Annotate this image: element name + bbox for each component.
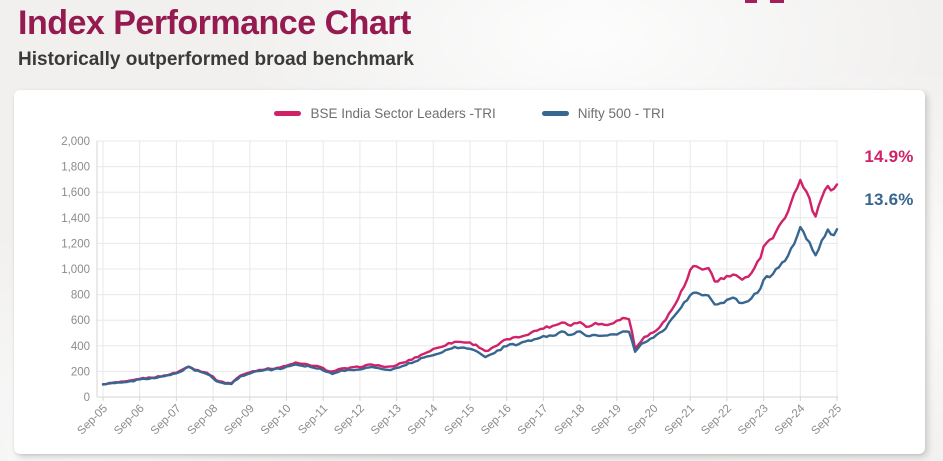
chart-canvas: 0 200 400 600 800 1,000 1,200 1,400 1,600 1,800 2,…: [61, 136, 844, 437]
y-tick-label: 600: [71, 315, 90, 327]
y-tick-label: 0: [84, 392, 90, 404]
x-tick-label: Sep-20: [626, 403, 661, 438]
y-axis-labels: 0 200 400 600 800 1,000 1,200 1,400 1,600 1,800 2,…: [61, 136, 90, 404]
x-tick-label: Sep-14: [406, 402, 441, 437]
legend-item-bse[interactable]: BSE India Sector Leaders -TRI: [274, 106, 496, 121]
chart-legend: BSE India Sector Leaders -TRI Nifty 500 -…: [14, 106, 925, 121]
cagr-label-bse: 14.9%: [864, 147, 914, 166]
x-tick-label: Sep-13: [369, 403, 404, 438]
y-tick-label: 1,000: [61, 264, 90, 276]
y-tick-label: 1,600: [61, 187, 90, 199]
y-tick-label: 1,400: [61, 213, 90, 225]
x-axis-labels: Sep-05 Sep-06 Sep-07 Sep-08 Sep-09 Sep-10 Sep-…: [75, 402, 844, 437]
series-line-nifty: [101, 225, 839, 386]
x-tick-label: Sep-25: [809, 403, 844, 438]
x-tick-label: Sep-17: [516, 403, 551, 438]
performance-chart: 0 200 400 600 800 1,000 1,200 1,400 1,600 1,800 2,…: [14, 90, 925, 454]
gridlines: [97, 140, 838, 398]
page-subtitle: Historically outperformed broad benchmar…: [18, 49, 414, 70]
logo-fragment: [745, 0, 757, 3]
legend-swatch: [541, 111, 569, 116]
x-tick-label: Sep-18: [553, 403, 588, 438]
x-tick-label: Sep-19: [589, 403, 624, 438]
page-title: Index Performance Chart: [18, 4, 411, 42]
x-tick-label: Sep-10: [259, 403, 294, 438]
x-tick-label: Sep-05: [75, 403, 110, 438]
x-tick-label: Sep-07: [149, 403, 184, 438]
x-tick-label: Sep-06: [112, 403, 147, 438]
x-tick-label: Sep-22: [699, 403, 734, 438]
x-tick-label: Sep-09: [222, 403, 257, 438]
x-tick-label: Sep-21: [663, 403, 698, 438]
legend-label: BSE India Sector Leaders -TRI: [310, 106, 496, 121]
logo-fragment: [770, 0, 784, 3]
legend-swatch: [274, 111, 302, 116]
y-tick-label: 400: [71, 341, 90, 353]
x-tick-label: Sep-15: [442, 403, 477, 438]
axes: [96, 141, 838, 401]
x-tick-label: Sep-08: [186, 403, 221, 438]
x-tick-label: Sep-11: [296, 403, 330, 437]
y-tick-label: 2,000: [61, 136, 90, 148]
chart-card: 0 200 400 600 800 1,000 1,200 1,400 1,600 1,800 2,…: [14, 90, 925, 454]
x-tick-label: Sep-23: [736, 403, 771, 438]
y-tick-label: 1,800: [61, 162, 90, 174]
legend-label: Nifty 500 - TRI: [577, 106, 665, 121]
x-tick-label: Sep-16: [479, 403, 514, 438]
y-tick-label: 800: [71, 290, 90, 302]
y-tick-label: 200: [71, 366, 90, 378]
x-tick-label: Sep-12: [332, 403, 367, 438]
y-tick-label: 1,200: [61, 238, 90, 250]
x-tick-label: Sep-24: [773, 402, 808, 437]
cagr-label-nifty: 13.6%: [864, 190, 914, 209]
legend-item-nifty[interactable]: Nifty 500 - TRI: [541, 106, 665, 121]
